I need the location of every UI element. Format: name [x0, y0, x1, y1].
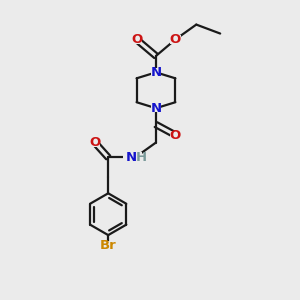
FancyBboxPatch shape: [151, 68, 161, 76]
Text: O: O: [89, 136, 100, 149]
FancyBboxPatch shape: [89, 138, 100, 147]
FancyBboxPatch shape: [131, 35, 142, 44]
Text: N: N: [150, 102, 161, 115]
Text: O: O: [131, 33, 142, 46]
FancyBboxPatch shape: [151, 104, 161, 112]
Text: N: N: [126, 151, 137, 164]
Text: N: N: [150, 66, 161, 79]
Text: O: O: [170, 33, 181, 46]
FancyBboxPatch shape: [100, 242, 116, 250]
FancyBboxPatch shape: [122, 152, 142, 163]
Text: O: O: [170, 129, 181, 142]
Text: Br: Br: [100, 239, 117, 252]
FancyBboxPatch shape: [170, 131, 181, 139]
Text: H: H: [136, 151, 147, 164]
FancyBboxPatch shape: [170, 35, 181, 44]
